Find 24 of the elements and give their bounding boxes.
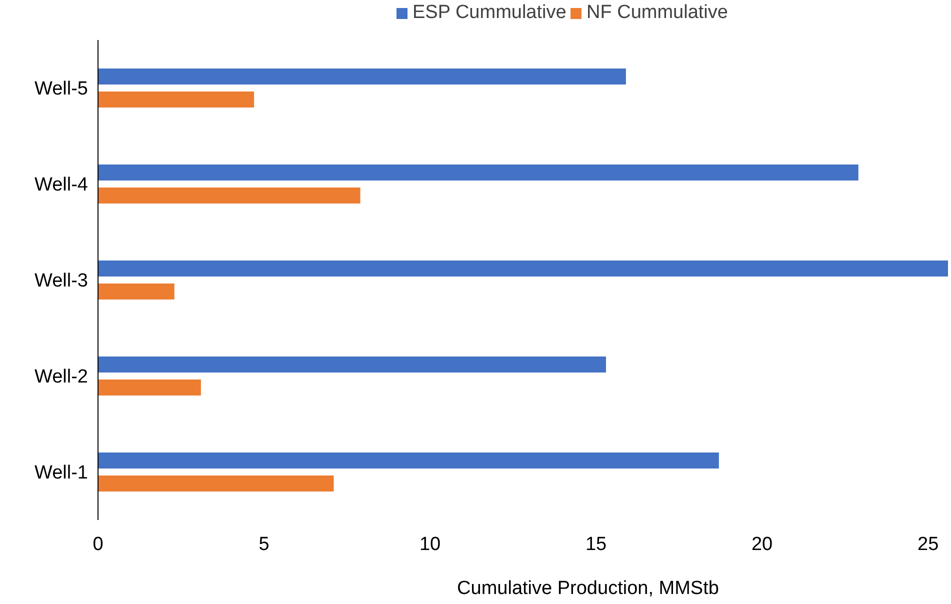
- y-tick-label: Well-1: [34, 462, 88, 484]
- bar: [98, 164, 858, 180]
- legend-label: NF Cummulative: [586, 2, 728, 23]
- bar: [98, 452, 719, 468]
- x-tick-label: 25: [918, 534, 939, 555]
- x-tick-label: 0: [92, 534, 104, 555]
- legend-label: ESP Cummulative: [412, 2, 566, 23]
- bar: [98, 188, 360, 204]
- bar: [98, 260, 948, 276]
- bar: [98, 92, 254, 108]
- x-axis-title: Cumulative Production, MMStb: [457, 578, 719, 599]
- x-tick-label: 20: [751, 534, 773, 555]
- y-tick-label: Well-5: [34, 78, 88, 100]
- bar: [98, 356, 606, 372]
- bar: [98, 380, 201, 396]
- bar: [98, 284, 174, 300]
- y-tick-label: Well-3: [34, 270, 88, 292]
- x-tick-label: 15: [585, 534, 607, 555]
- y-tick-label: Well-2: [34, 366, 88, 388]
- bar: [98, 476, 334, 492]
- x-tick-label: 5: [258, 534, 270, 555]
- y-tick-label: Well-4: [34, 174, 88, 196]
- x-tick-label: 10: [419, 534, 441, 555]
- bar: [98, 68, 626, 84]
